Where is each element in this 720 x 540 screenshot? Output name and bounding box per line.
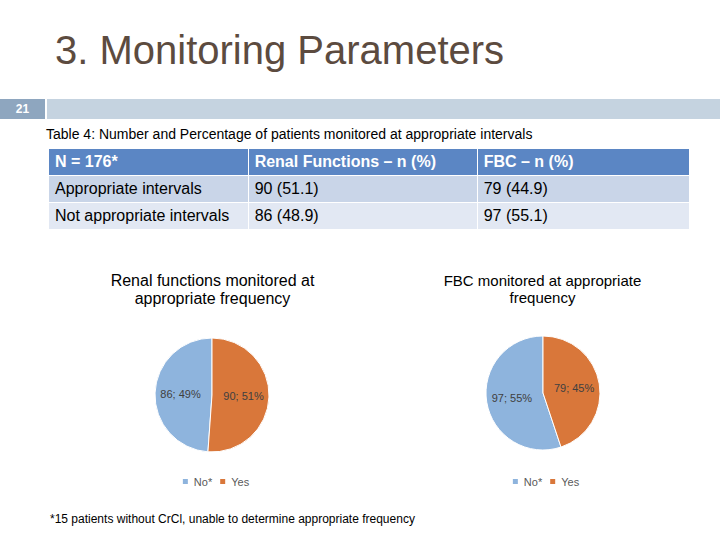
html-text:86 (48.9): 86 (48.9) <box>254 207 319 224</box>
html-text:Not appropriate intervals: Not appropriate intervals <box>55 207 230 224</box>
svg-text:90; 51%: 90; 51% <box>223 390 264 402</box>
html-text:Table 4: Number and Percentage: Table 4: Number and Percentage of patien… <box>46 126 533 142</box>
svg-text:No*: No* <box>194 476 213 488</box>
html-text:3. Monitoring Parameters: 3. Monitoring Parameters <box>55 28 505 72</box>
svg-text:86; 49%: 86; 49% <box>160 388 201 400</box>
html-text:90 (51.1): 90 (51.1) <box>254 180 319 197</box>
html-text:Appropriate intervals: Appropriate intervals <box>55 180 202 197</box>
svg-text:79; 45%: 79; 45% <box>554 382 595 394</box>
html-text:*15 patients without CrCl, una: *15 patients without CrCl, unable to det… <box>50 512 415 526</box>
html-text:FBC monitored at appropriate f: FBC monitored at appropriate frequency <box>443 272 642 306</box>
html-text:21: 21 <box>15 102 30 116</box>
svg-text:No*: No* <box>524 476 543 488</box>
html-text:79 (44.9): 79 (44.9) <box>483 180 548 197</box>
svg-text:97; 55%: 97; 55% <box>492 392 533 404</box>
svg-text:Yes: Yes <box>231 476 249 488</box>
html-text:97 (55.1): 97 (55.1) <box>483 207 548 224</box>
html-text:N = 176*: N = 176* <box>55 153 118 170</box>
svg-text:Yes: Yes <box>561 476 579 488</box>
html-text:FBC – n (%): FBC – n (%) <box>483 153 574 170</box>
html-text:Renal Functions – n (%): Renal Functions – n (%) <box>254 153 436 170</box>
html-text:Renal functions monitored at a: Renal functions monitored at appropriate… <box>110 272 315 307</box>
